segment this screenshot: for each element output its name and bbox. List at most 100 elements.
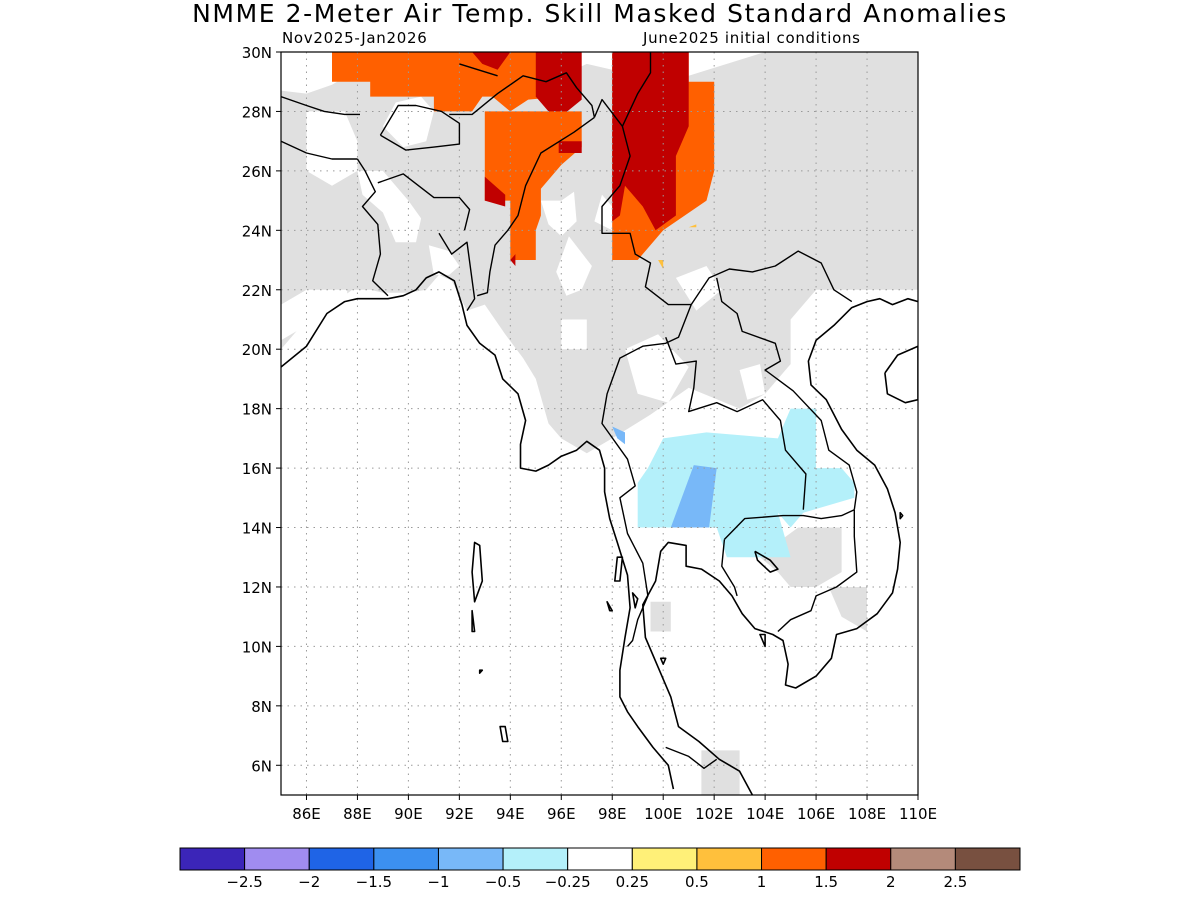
near-normal-area-13 xyxy=(805,325,842,379)
colorbar-swatch-8 xyxy=(631,847,698,871)
island-1 xyxy=(471,541,484,603)
colorbar-swatch-7 xyxy=(567,847,633,871)
colorbar-label: 0.25 xyxy=(616,873,649,891)
west-coast xyxy=(281,271,675,790)
lat-tick-label: 10N xyxy=(242,638,272,656)
colorbar-swatch-10 xyxy=(761,847,827,871)
island-2 xyxy=(471,609,476,633)
border-bangladesh-north xyxy=(377,173,471,231)
lat-tick-label: 20N xyxy=(242,341,272,359)
warm-anomaly-tibet xyxy=(332,52,562,112)
map-gridlines xyxy=(281,52,918,795)
border-bangladesh xyxy=(356,158,389,297)
island-3 xyxy=(499,725,509,743)
hainan-coast xyxy=(884,345,918,404)
colorbar-label: −2 xyxy=(298,873,320,891)
lon-tick-label: 104E xyxy=(746,805,784,823)
colorbar-label: −0.5 xyxy=(485,873,521,891)
near-normal-area-2 xyxy=(306,111,358,186)
border-india-china-east xyxy=(449,72,596,118)
strong-anomaly-yunnan xyxy=(612,52,689,231)
colorbar-label: −1.5 xyxy=(356,873,392,891)
border-bhutan xyxy=(379,104,461,151)
colorbar-swatch-4 xyxy=(373,847,439,871)
border-china-north xyxy=(459,63,498,77)
near-normal-area-5 xyxy=(428,245,460,275)
border-myanmar-thailand xyxy=(601,304,692,647)
colorbar-swatch-5 xyxy=(437,847,504,871)
near-normal-area-7 xyxy=(556,236,592,296)
island-9 xyxy=(759,633,766,648)
strong-anomaly-burma-b xyxy=(558,141,582,153)
colorbar-label: −0.25 xyxy=(545,873,591,891)
colorbar-label: 2 xyxy=(886,873,896,891)
near-normal-area-8 xyxy=(561,319,587,350)
lat-tick-label: 22N xyxy=(242,282,272,300)
tonle-sap-lake xyxy=(754,550,779,573)
island-10 xyxy=(899,511,904,520)
lon-tick-label: 98E xyxy=(598,805,627,823)
lon-tick-label: 86E xyxy=(292,805,321,823)
chart-title: NMME 2-Meter Air Temp. Skill Masked Stan… xyxy=(192,0,1008,28)
colorbar-swatch-3 xyxy=(308,847,375,871)
lat-tick-label: 14N xyxy=(242,520,272,538)
lat-tick-label: 24N xyxy=(242,222,272,240)
lon-tick-label: 106E xyxy=(797,805,835,823)
lat-tick-label: 28N xyxy=(242,103,272,121)
colorbar-label: 1 xyxy=(757,873,767,891)
masked-region-5 xyxy=(701,750,740,795)
near-normal-area-6 xyxy=(540,191,577,237)
near-normal-area-12 xyxy=(739,364,766,400)
masked-region-1 xyxy=(281,52,918,454)
border-laos-vietnam xyxy=(716,277,858,510)
axis-ticks: 30N 28N 26N 24N 22N 20N 18N 16N 14N 12N 10N 8N 6N 86E… xyxy=(242,44,937,823)
lon-tick-label: 94E xyxy=(496,805,525,823)
island-8 xyxy=(659,657,667,666)
colorbar-swatch-1 xyxy=(179,847,246,871)
colorbar-label: −2.5 xyxy=(226,873,262,891)
colorbar-label: 2.5 xyxy=(943,873,967,891)
border-cambodia-north xyxy=(723,509,855,540)
lat-tick-label: 18N xyxy=(242,401,272,419)
border-thailand-laos xyxy=(665,337,807,510)
mild-anomaly-yunnan-b xyxy=(688,224,697,228)
colorbar-swatch-12 xyxy=(890,847,956,871)
near-normal-area-9 xyxy=(594,194,613,231)
near-normal-area-1 xyxy=(281,289,348,341)
strong-anomaly-burma-a xyxy=(484,176,506,207)
border-cambodia-west xyxy=(721,539,738,597)
colorbar-swatch-13 xyxy=(954,847,1021,871)
border-china-east xyxy=(621,52,652,127)
lon-tick-label: 108E xyxy=(848,805,886,823)
lat-tick-label: 26N xyxy=(242,163,272,181)
island-7 xyxy=(631,592,639,609)
lon-tick-label: 96E xyxy=(547,805,576,823)
lon-tick-label: 102E xyxy=(695,805,733,823)
colorbar-swatch-2 xyxy=(244,847,310,871)
cool-anomaly-thailand-west xyxy=(612,426,625,445)
near-normal-area-11 xyxy=(625,334,689,403)
colorbar-swatch-9 xyxy=(696,847,763,871)
season-label: Nov2025-Jan2026 xyxy=(282,29,428,47)
island-5 xyxy=(613,556,624,582)
lon-tick-label: 90E xyxy=(394,805,423,823)
warm-anomaly-burma xyxy=(484,111,582,261)
colorbar-label: 1.5 xyxy=(814,873,838,891)
lat-tick-label: 8N xyxy=(251,698,272,716)
gulf-of-thailand-coast xyxy=(641,297,918,795)
lon-tick-label: 92E xyxy=(445,805,474,823)
colorbar-swatch-11 xyxy=(825,847,892,871)
map-fill-layer xyxy=(281,52,918,795)
cool-anomaly-thailand-core xyxy=(670,465,717,528)
border-bangladesh-east xyxy=(438,232,476,311)
coastlines xyxy=(281,52,918,795)
island-6 xyxy=(606,600,614,612)
strong-anomaly-tibet-a xyxy=(472,52,511,70)
lon-tick-label: 88E xyxy=(343,805,372,823)
lat-tick-label: 6N xyxy=(251,757,272,775)
lon-tick-label: 100E xyxy=(644,805,682,823)
map-frame xyxy=(280,51,919,796)
strong-anomaly-tibet-b xyxy=(535,52,582,121)
colorbar-swatch-6 xyxy=(502,847,569,871)
